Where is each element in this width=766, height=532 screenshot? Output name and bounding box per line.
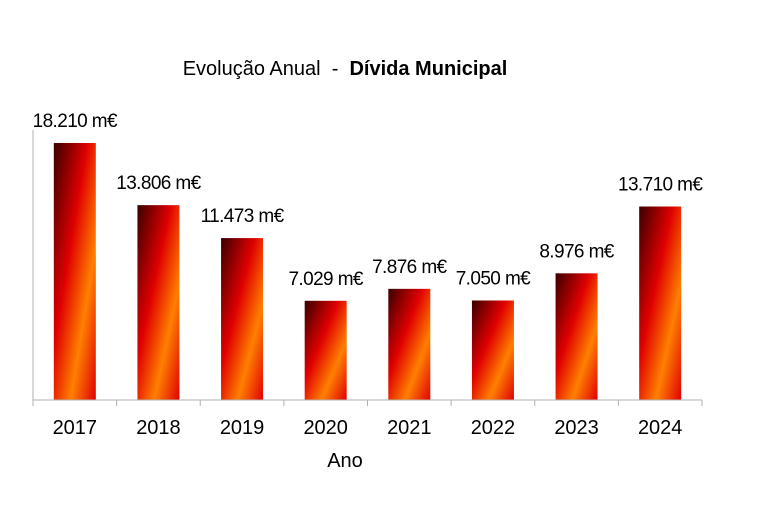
data-label-2023: 8.976 m€: [539, 241, 614, 262]
x-tick-label-2022: 2022: [471, 417, 516, 439]
x-tick-label-2024: 2024: [638, 417, 683, 439]
bar-2024: [639, 206, 682, 400]
bars-layer: [53, 143, 682, 400]
bar-2022: [471, 300, 514, 400]
data-label-2021: 7.876 m€: [372, 257, 447, 278]
bar-2017: [53, 143, 96, 400]
bar-2021: [388, 288, 431, 400]
bar-2020: [304, 300, 347, 400]
bar-2018: [137, 205, 180, 400]
x-tick-label-2019: 2019: [220, 417, 265, 439]
x-tick-label-2021: 2021: [387, 417, 432, 439]
data-label-2024: 13.710 m€: [618, 175, 703, 196]
data-label-2018: 13.806 m€: [116, 173, 201, 194]
x-axis-title: Ano: [327, 450, 363, 472]
chart-title-bold: Dívida Municipal: [349, 58, 508, 80]
x-tick-label-2020: 2020: [303, 417, 348, 439]
x-tick-label-2017: 2017: [53, 417, 98, 439]
labels-layer: 2017 18.210 m€ 2018 13.806 m€ 2019 11.473 m€ 2…: [33, 111, 704, 439]
bar-2023: [555, 273, 598, 400]
x-tick-label-2018: 2018: [136, 417, 181, 439]
data-label-2019: 11.473 m€: [201, 206, 285, 227]
data-label-2022: 7.050 m€: [456, 269, 531, 290]
bar-2019: [221, 238, 264, 400]
data-label-2017: 18.210 m€: [33, 111, 118, 132]
chart-title-prefix: Evolução Anual -: [182, 58, 350, 80]
axis-layer: [32, 130, 703, 406]
x-tick-label-2023: 2023: [554, 417, 599, 439]
chart-title: Evolução Anual - Dívida Municipal: [0, 58, 690, 81]
data-label-2020: 7.029 m€: [288, 269, 363, 290]
